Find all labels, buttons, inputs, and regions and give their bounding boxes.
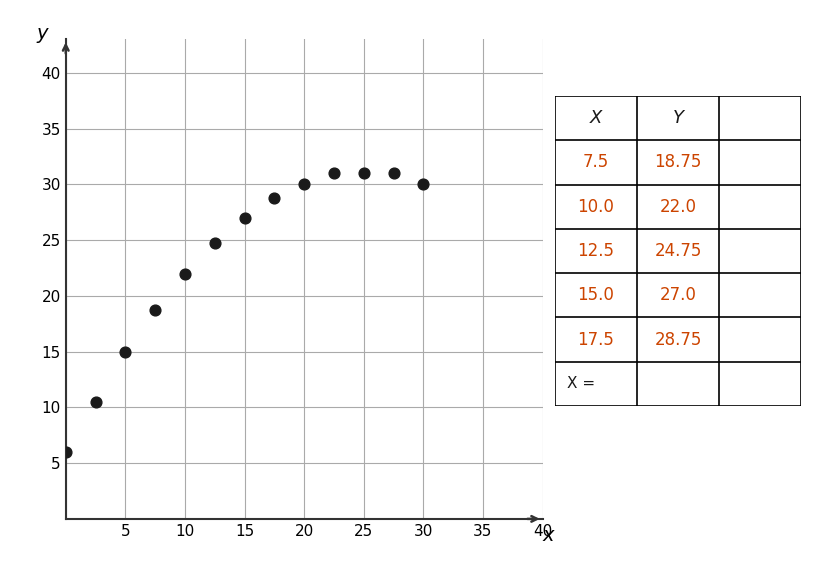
Text: 15.0: 15.0 xyxy=(578,287,614,305)
Text: 27.0: 27.0 xyxy=(660,287,696,305)
Point xyxy=(268,194,281,203)
Text: 7.5: 7.5 xyxy=(583,153,609,171)
Point xyxy=(417,180,430,189)
Text: 12.5: 12.5 xyxy=(577,242,615,260)
Point xyxy=(149,305,162,314)
Text: 10.0: 10.0 xyxy=(578,197,614,215)
Point xyxy=(89,397,102,406)
Text: y: y xyxy=(36,24,48,43)
Text: Y: Y xyxy=(672,109,684,127)
Point xyxy=(298,180,311,189)
Text: 18.75: 18.75 xyxy=(654,153,702,171)
Point xyxy=(327,169,340,178)
Text: 28.75: 28.75 xyxy=(654,331,702,349)
Point xyxy=(208,239,221,248)
Text: x: x xyxy=(543,526,554,545)
Text: X: X xyxy=(589,109,603,127)
Text: X =: X = xyxy=(567,376,595,391)
Point xyxy=(118,347,132,356)
Text: NORMAL  FLOAT  AUTO  REAL  RADIAN  MP: NORMAL FLOAT AUTO REAL RADIAN MP xyxy=(579,72,778,81)
Point xyxy=(59,447,72,456)
Point xyxy=(357,169,370,178)
Point xyxy=(178,269,192,278)
Text: 22.0: 22.0 xyxy=(659,197,697,215)
Text: 17.5: 17.5 xyxy=(578,331,614,349)
Point xyxy=(387,169,400,178)
Text: 24.75: 24.75 xyxy=(654,242,702,260)
Point xyxy=(238,213,252,222)
